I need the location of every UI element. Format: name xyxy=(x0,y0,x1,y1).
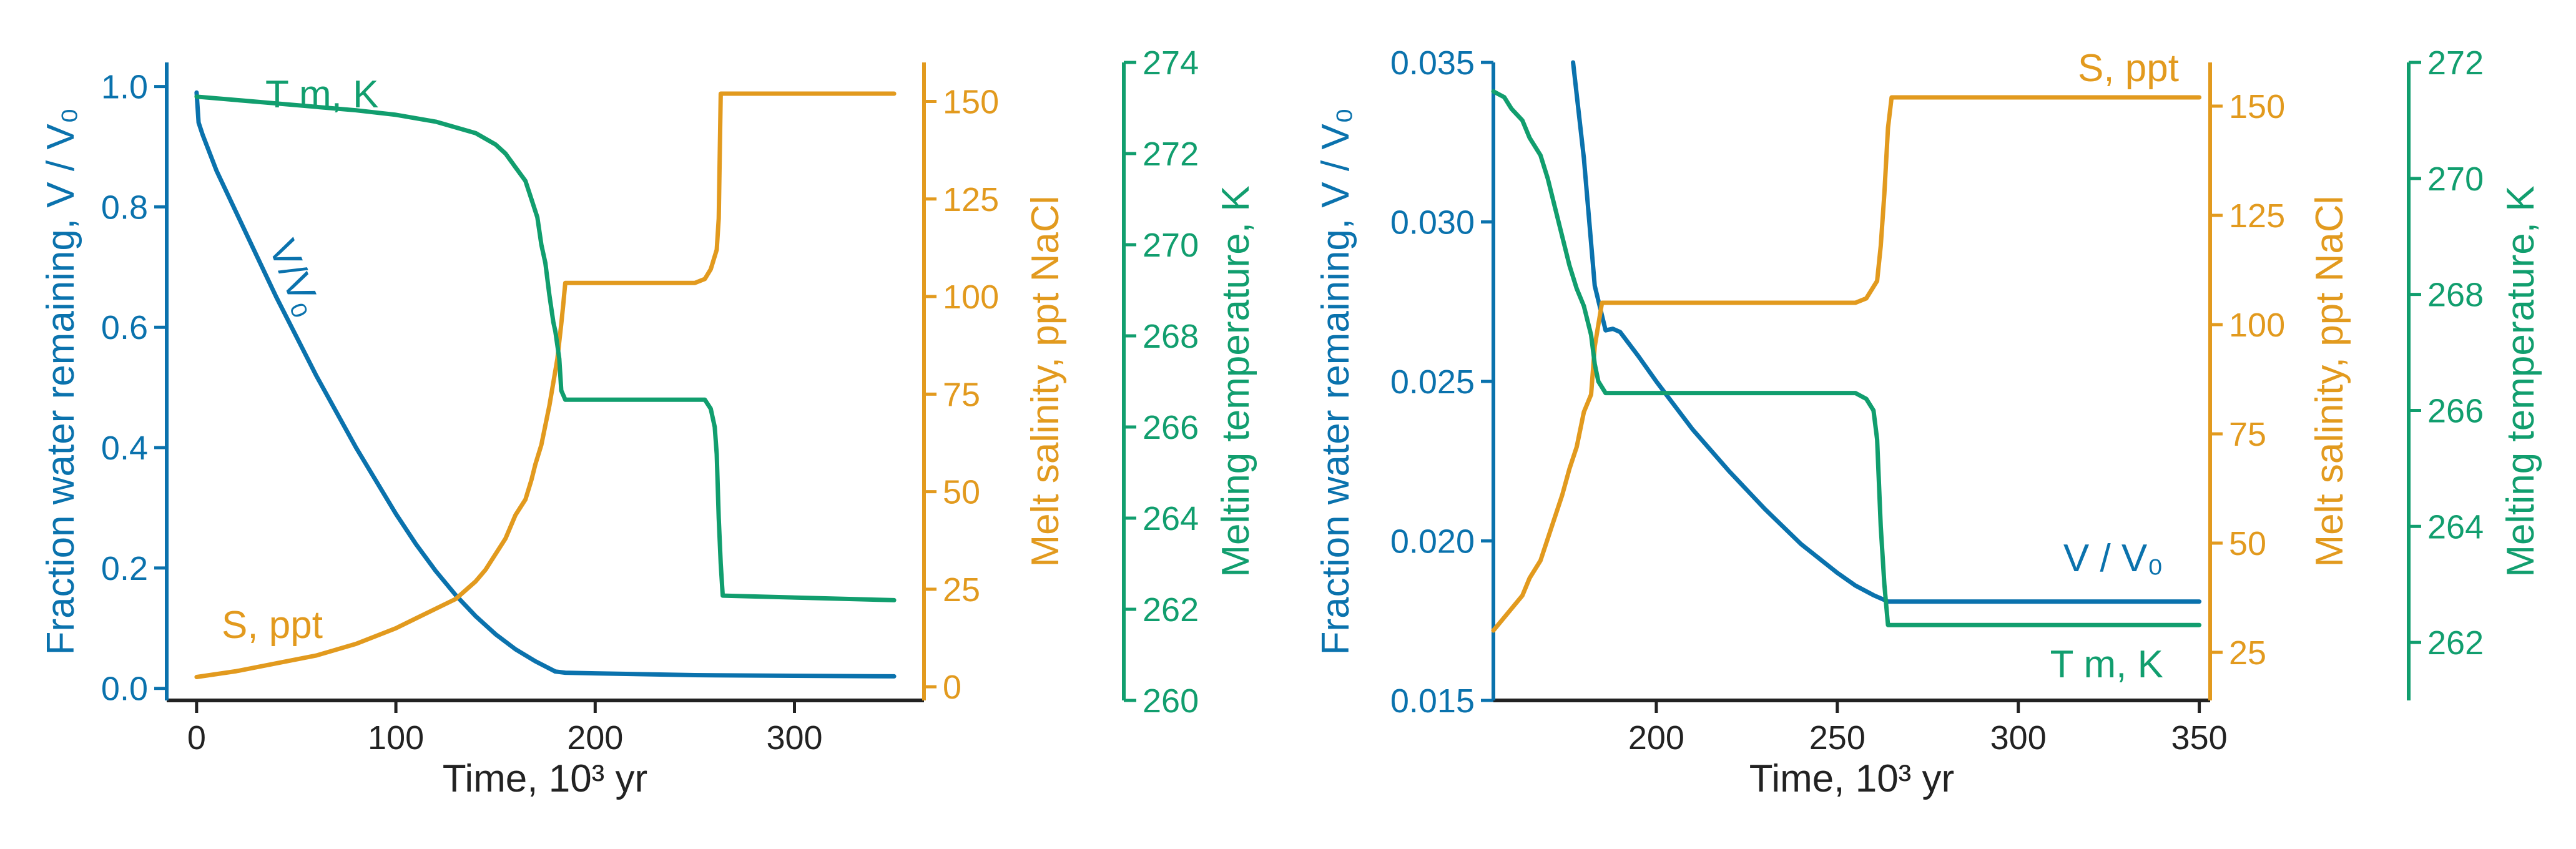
y2-tick-label: 50 xyxy=(943,474,980,511)
y1-tick-label: 0.020 xyxy=(1390,523,1475,561)
y3-tick-label: 264 xyxy=(2427,508,2484,546)
x-tick-label: 0 xyxy=(187,719,206,757)
x-tick-label: 250 xyxy=(1809,719,1866,757)
y1-tick-label: 0.015 xyxy=(1390,682,1475,720)
series-line-green xyxy=(1491,89,2202,627)
y1-tick-label: 0.8 xyxy=(101,189,148,226)
x-tick-label: 300 xyxy=(766,719,822,757)
y1-tick-label: 0.6 xyxy=(101,309,148,346)
y3-tick-label: 264 xyxy=(1143,500,1199,537)
left-panel: 0 100 200 300 0.0 0.2 0.4 0.6 0.8 1.0 0 25 50 75 100… xyxy=(39,44,1257,800)
y1-tick-label: 0.4 xyxy=(101,429,148,467)
y1-tick-label: 0.025 xyxy=(1390,363,1475,401)
y1-tick-label: 1.0 xyxy=(101,69,148,106)
y1-tick-label: 0.2 xyxy=(101,550,148,587)
y3-tick-label: 270 xyxy=(1143,227,1199,264)
series-line-blue xyxy=(194,90,897,679)
left-y2-ticks: 0 25 50 75 100 125 150 xyxy=(924,84,999,706)
y2-tick-label: 75 xyxy=(2229,416,2266,453)
left-y1-label: Fraction water remaining, V / V₀ xyxy=(39,108,82,655)
y3-tick-label: 260 xyxy=(1143,682,1199,720)
left-y1-ticks: 0.0 0.2 0.4 0.6 0.8 1.0 xyxy=(101,69,167,708)
right-panel: 200 250 300 350 0.015 0.020 0.025 0.030 0.035 2… xyxy=(1314,44,2542,800)
right-y1-ticks: 0.015 0.020 0.025 0.030 0.035 xyxy=(1390,44,1493,720)
left-y2-label: Melt salinity, ppt NaCl xyxy=(1024,196,1067,567)
right-y1-label: Fraction water remaining, V / V₀ xyxy=(1314,108,1357,655)
right-y2-label: Melt salinity, ppt NaCl xyxy=(2308,196,2351,567)
y2-tick-label: 125 xyxy=(2229,197,2285,235)
x-tick-label: 200 xyxy=(1628,719,1684,757)
left-y3-label: Melting temperature, K xyxy=(1214,185,1257,577)
right-x-label: Time, 10³ yr xyxy=(1749,757,1954,800)
left-series-lines xyxy=(194,90,897,679)
left-annotation-s: S, ppt xyxy=(222,604,323,647)
y3-tick-label: 270 xyxy=(2427,160,2484,198)
y2-tick-label: 100 xyxy=(943,278,999,316)
x-tick-label: 100 xyxy=(368,719,424,757)
y2-tick-label: 50 xyxy=(2229,525,2266,562)
y2-tick-label: 150 xyxy=(2229,88,2285,125)
y3-tick-label: 262 xyxy=(2427,624,2484,662)
y3-tick-label: 266 xyxy=(2427,392,2484,429)
y3-tick-label: 262 xyxy=(1143,591,1199,629)
y1-tick-label: 0.0 xyxy=(101,670,148,708)
right-series-lines xyxy=(1491,60,2202,633)
left-y3-ticks: 260 262 264 266 268 270 272 274 xyxy=(1124,44,1199,720)
right-y2-ticks: 25 50 75 100 125 150 xyxy=(2210,88,2285,672)
x-tick-label: 200 xyxy=(567,719,623,757)
y2-tick-label: 25 xyxy=(2229,634,2266,672)
y3-tick-label: 268 xyxy=(1143,318,1199,355)
y1-tick-label: 0.030 xyxy=(1390,204,1475,242)
y2-tick-label: 125 xyxy=(943,181,999,218)
series-line-green xyxy=(194,94,897,602)
left-x-ticks: 0 100 200 300 xyxy=(187,700,823,757)
x-tick-label: 350 xyxy=(2171,719,2228,757)
y2-tick-label: 25 xyxy=(943,571,980,609)
y3-tick-label: 274 xyxy=(1143,44,1199,82)
y3-tick-label: 272 xyxy=(2427,44,2484,82)
y2-tick-label: 100 xyxy=(2229,307,2285,344)
left-annotation-tm: T m, K xyxy=(265,73,378,116)
y3-tick-label: 268 xyxy=(2427,277,2484,314)
y3-tick-label: 266 xyxy=(1143,409,1199,446)
x-tick-label: 300 xyxy=(1990,719,2047,757)
right-y3-label: Melting temperature, K xyxy=(2499,185,2542,577)
right-annotation-s: S, ppt xyxy=(2078,47,2179,90)
left-annotation-v: V/V₀ xyxy=(260,233,330,322)
right-x-ticks: 200 250 300 350 xyxy=(1628,700,2228,757)
left-x-label: Time, 10³ yr xyxy=(443,757,647,800)
y2-tick-label: 75 xyxy=(943,376,980,413)
y2-tick-label: 150 xyxy=(943,84,999,121)
series-line-orange xyxy=(1491,95,2202,633)
y1-tick-label: 0.035 xyxy=(1390,44,1475,82)
y3-tick-label: 272 xyxy=(1143,135,1199,173)
right-y3-ticks: 262 264 266 268 270 272 xyxy=(2409,44,2484,662)
right-annotation-tm: T m, K xyxy=(2050,643,2163,686)
series-line-orange xyxy=(194,91,897,679)
right-annotation-v: V / V₀ xyxy=(2063,537,2163,580)
y2-tick-label: 0 xyxy=(943,669,961,706)
